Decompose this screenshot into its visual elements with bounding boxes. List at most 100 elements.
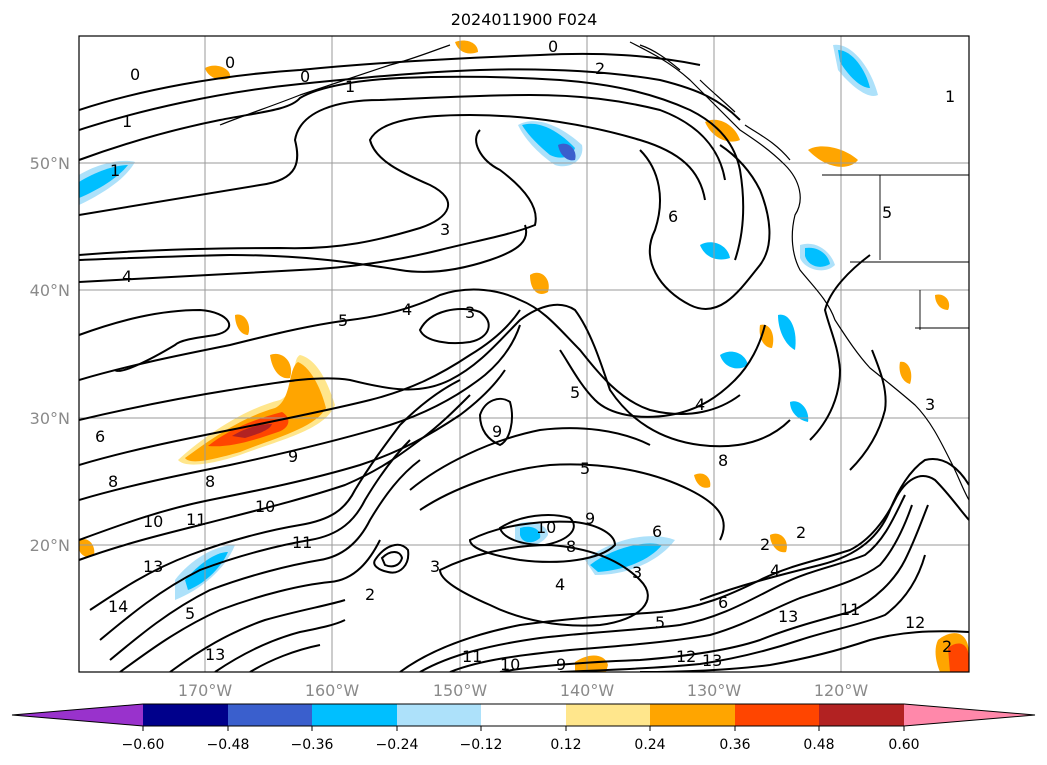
contour-label: 10 — [500, 655, 520, 674]
contour-label: 1 — [110, 161, 120, 180]
colorbar-tick-label: −0.12 — [460, 737, 503, 753]
contour-line — [498, 514, 575, 547]
cool-anomaly-patch — [790, 401, 809, 422]
contour-label: 3 — [632, 563, 642, 582]
contour-label: 12 — [676, 647, 696, 666]
colorbar-tick-label: −0.24 — [376, 737, 419, 753]
contour-label: 5 — [338, 311, 348, 330]
contour-label: 5 — [882, 203, 892, 222]
cool-anomaly-patch — [590, 543, 662, 572]
contour-line — [79, 324, 521, 501]
colorbar-segment — [228, 704, 312, 726]
colorbar-tick-label: −0.48 — [207, 737, 250, 753]
contour-line — [639, 144, 771, 311]
contour-label: 10 — [255, 497, 275, 516]
contour-line — [449, 504, 913, 672]
contour-label: 4 — [695, 395, 705, 414]
coastline — [629, 41, 969, 501]
contour-labels: 0 0 0 0 1 1 1 1 2 2 2 3 3 3 3 3 4 4 4 4 … — [95, 37, 955, 674]
contour-label: 11 — [186, 510, 206, 529]
cool-anomaly-patch — [520, 526, 541, 543]
warm-anomaly-patch — [270, 353, 292, 379]
contour-label: 3 — [925, 395, 935, 414]
latitude-labels: 50°N 40°N 30°N 20°N — [30, 154, 70, 555]
contour-label: 13 — [702, 651, 722, 670]
warm-anomaly-patch — [899, 361, 912, 384]
contour-label: 2 — [796, 523, 806, 542]
graticule — [79, 36, 969, 672]
warm-anomaly-patch — [935, 294, 950, 310]
lat-label-20n: 20°N — [30, 536, 70, 555]
warm-anomaly-patch — [232, 424, 272, 438]
contour-label: 6 — [652, 522, 662, 541]
colorbar-tick-labels: −0.60 −0.48 −0.36 −0.24 −0.12 0.12 0.24 … — [122, 737, 920, 753]
cool-anomaly-patch — [720, 351, 748, 369]
lat-label-30n: 30°N — [30, 409, 70, 428]
contour-label: 6 — [718, 593, 728, 612]
contour-label: 5 — [570, 383, 580, 402]
contour-label: 8 — [108, 472, 118, 491]
cool-anomaly-patch — [185, 552, 228, 590]
lon-label-120w: 120°W — [814, 681, 869, 700]
contour-line — [79, 394, 471, 561]
contour-label: 0 — [548, 37, 558, 56]
colorbar-tick-label: 0.60 — [888, 737, 919, 753]
cool-anomaly-patch — [79, 165, 128, 198]
colorbar-segment — [904, 704, 1035, 726]
contour-line — [849, 349, 887, 471]
contour-line — [409, 427, 651, 491]
longitude-labels: 170°W 160°W 150°W 140°W 130°W 120°W — [178, 681, 869, 700]
contour-label: 5 — [580, 459, 590, 478]
colorbar-segment — [143, 704, 228, 726]
coastline — [219, 44, 451, 126]
colorbar-segment — [397, 704, 481, 726]
colorbar-tick-label: 0.12 — [550, 737, 581, 753]
warm-anomaly-patch — [185, 362, 326, 462]
contour-line — [79, 288, 741, 416]
contour-line — [79, 52, 701, 111]
map-panel: 0 0 0 0 1 1 1 1 2 2 2 3 3 3 3 3 4 4 4 4 … — [79, 36, 969, 674]
contour-label: 0 — [300, 67, 310, 86]
contour-label: 9 — [585, 509, 595, 528]
contour-label: 2 — [595, 59, 605, 78]
lon-label-140w: 140°W — [560, 681, 615, 700]
contour-label: 3 — [440, 220, 450, 239]
contour-line — [169, 599, 346, 672]
contour-label: 6 — [95, 427, 105, 446]
colorbar-tick-label: 0.48 — [803, 737, 834, 753]
contour-label: 11 — [840, 600, 860, 619]
contour-label: 12 — [905, 613, 925, 632]
cool-anomaly-patch — [805, 247, 830, 267]
warm-anomaly-patch — [575, 655, 608, 672]
map-frame — [78, 35, 970, 673]
contour-label: 5 — [185, 604, 195, 623]
colorbar: −0.60 −0.48 −0.36 −0.24 −0.12 0.12 0.24 … — [11, 703, 1036, 753]
contour-line — [478, 397, 513, 447]
contour-label: 3 — [430, 557, 440, 576]
contour-label: 13 — [143, 557, 163, 576]
colorbar-tick-label: −0.36 — [291, 737, 334, 753]
contour-line — [499, 504, 929, 672]
warm-anomaly-patch — [948, 643, 969, 672]
warm-anomaly-patch — [455, 40, 478, 54]
contour-label: 5 — [655, 613, 665, 632]
contour-label: 13 — [205, 645, 225, 664]
contour-line — [639, 630, 969, 672]
contour-line — [809, 254, 871, 441]
lat-label-50n: 50°N — [30, 154, 70, 173]
cool-anomaly-patch — [838, 50, 870, 88]
lon-label-160w: 160°W — [305, 681, 360, 700]
warm-anomaly-patch — [530, 272, 549, 295]
cool-anomaly-patch — [778, 314, 796, 350]
contour-line — [214, 619, 346, 672]
contour-line — [699, 458, 969, 601]
contour-label: 8 — [718, 451, 728, 470]
warm-anomaly-patch — [694, 473, 711, 488]
colorbar-ticks — [142, 726, 905, 731]
coastline-layer — [219, 41, 969, 501]
colorbar-segment — [650, 704, 735, 726]
shading-layer — [79, 40, 969, 672]
contour-label: 9 — [556, 655, 566, 674]
contour-line — [419, 463, 725, 541]
